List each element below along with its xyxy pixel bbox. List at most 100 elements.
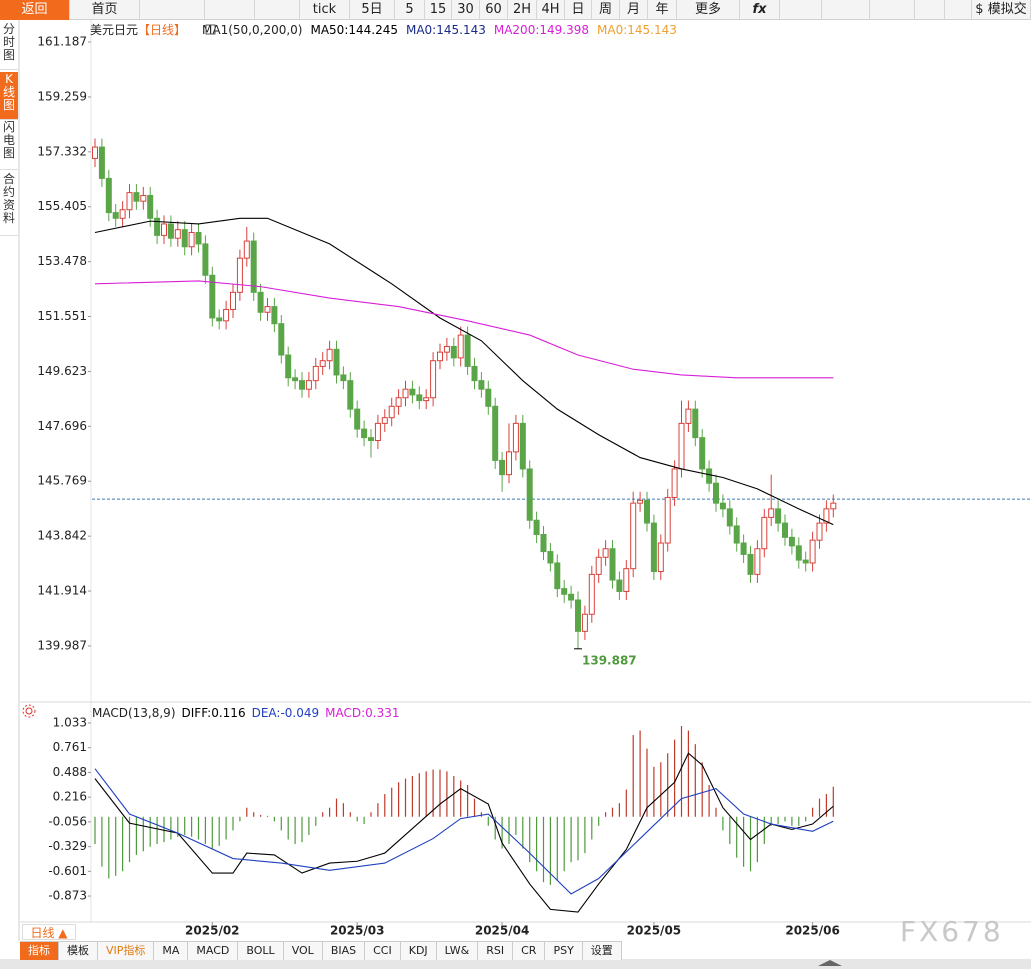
- toolbar-button[interactable]: 5: [395, 0, 425, 20]
- sidebar-tab[interactable]: 闪电图: [0, 120, 18, 170]
- candle-body: [92, 146, 98, 159]
- candle-body: [506, 451, 512, 476]
- indicator-tab[interactable]: CCI: [365, 942, 401, 960]
- candle-body: [264, 306, 271, 313]
- toolbar-button[interactable]: 15: [425, 0, 452, 20]
- toolbar-button[interactable]: $ 模拟交: [972, 0, 1031, 20]
- candle-body: [471, 365, 478, 382]
- toolbar-icon-button[interactable]: [205, 0, 255, 20]
- toolbar-icon-button[interactable]: [780, 0, 822, 20]
- y-tick-label: 0.216: [53, 790, 87, 804]
- toolbar-button[interactable]: 周: [592, 0, 620, 20]
- candle-body: [644, 499, 650, 524]
- candle-body: [747, 553, 754, 575]
- candle-body: [809, 539, 816, 564]
- legend: MACD(13,8,9) DIFF:0.116 DEA:-0.049 MACD:0.3…: [92, 706, 400, 720]
- candle-body: [630, 502, 637, 570]
- indicator-tab[interactable]: BIAS: [323, 942, 366, 960]
- toolbar-button[interactable]: tick: [300, 0, 350, 20]
- toolbar-button[interactable]: 5日: [350, 0, 395, 20]
- candle-body: [250, 240, 257, 293]
- candle-body: [554, 562, 561, 590]
- toolbar-icon-button[interactable]: [255, 0, 300, 20]
- toolbar-icon-button[interactable]: [870, 0, 915, 20]
- y-tick-label: 159.259: [37, 89, 87, 103]
- candle-body: [388, 405, 395, 419]
- legend-value: 145.143: [627, 23, 677, 37]
- period-selector[interactable]: 日线 ▲: [22, 924, 76, 940]
- indicator-tab[interactable]: LW&: [437, 942, 479, 960]
- candle-body: [285, 354, 292, 379]
- symbol: 美元日元: [90, 23, 138, 37]
- candle-body: [657, 542, 664, 573]
- indicator-tab[interactable]: VIP指标: [98, 942, 155, 960]
- candle-body: [209, 274, 216, 319]
- candle-body: [685, 408, 692, 424]
- indicator-tab[interactable]: RSI: [478, 942, 514, 960]
- candle-body: [140, 194, 147, 202]
- scroll-bar[interactable]: [0, 959, 1031, 969]
- toolbar-icon-button[interactable]: [140, 0, 205, 20]
- sidebar-tab[interactable]: 合约资料: [0, 172, 18, 236]
- candle-body: [402, 388, 409, 399]
- candle-body: [154, 217, 161, 236]
- candle-body: [271, 306, 278, 325]
- candle-body: [540, 533, 547, 553]
- indicator-tab[interactable]: PSY: [545, 942, 583, 960]
- indicator-tab[interactable]: VOL: [284, 942, 323, 960]
- legend-name: DIFF:: [182, 706, 212, 720]
- toolbar-button[interactable]: 首页: [70, 0, 140, 20]
- candle-body: [602, 548, 609, 558]
- toolbar-icon-button[interactable]: [945, 0, 972, 20]
- indicator-tab[interactable]: KDJ: [401, 942, 437, 960]
- toolbar-icon-button[interactable]: [822, 0, 870, 20]
- toolbar-button[interactable]: 月: [620, 0, 648, 20]
- indicator-tab[interactable]: MA: [154, 942, 189, 960]
- y-tick-label: 151.551: [37, 309, 87, 323]
- candle-body: [319, 360, 326, 367]
- ma-line: [94, 217, 834, 526]
- toolbar-button[interactable]: 4H: [537, 0, 565, 20]
- toolbar-button[interactable]: 60: [480, 0, 508, 20]
- candle-body: [733, 525, 740, 544]
- candle-body: [443, 345, 450, 353]
- toolbar-button[interactable]: 年: [648, 0, 677, 20]
- toolbar-button[interactable]: 更多: [677, 0, 740, 20]
- legend-name: MA200:: [494, 23, 540, 37]
- sidebar-tab[interactable]: K线图: [0, 72, 18, 120]
- indicator-tab[interactable]: 设置: [583, 942, 622, 960]
- candle-body: [726, 508, 733, 527]
- candle-body: [512, 422, 519, 453]
- candle-body: [740, 542, 747, 555]
- scroll-handle[interactable]: [818, 960, 842, 966]
- y-tick-label: 143.842: [37, 529, 87, 543]
- toolbar: [0, 0, 1031, 20]
- candle-body: [236, 257, 243, 293]
- indicator-gear[interactable]: [22, 704, 36, 718]
- candle-body: [381, 417, 388, 424]
- indicator-tab[interactable]: BOLL: [238, 942, 284, 960]
- candle-body: [105, 177, 112, 214]
- candle-body: [423, 397, 430, 402]
- sidebar-tab[interactable]: 分时图: [0, 22, 18, 70]
- toolbar-button[interactable]: 返回: [0, 0, 70, 20]
- y-tick-label: 0.761: [53, 740, 87, 754]
- y-tick-label: 141.914: [37, 584, 87, 598]
- toolbar-button[interactable]: 日: [565, 0, 592, 20]
- y-tick-label: 157.332: [37, 144, 87, 158]
- indicator-tab[interactable]: MACD: [188, 942, 239, 960]
- toolbar-button[interactable]: 30: [452, 0, 480, 20]
- period: 【日线】: [138, 23, 186, 37]
- indicator-tab[interactable]: CR: [513, 942, 546, 960]
- candle-body: [533, 519, 540, 535]
- candle-body: [754, 548, 761, 575]
- toolbar-button[interactable]: fx: [740, 0, 780, 20]
- candle-body: [299, 380, 305, 390]
- indicator-tab[interactable]: 模板: [59, 942, 98, 960]
- watermark: FX678: [900, 915, 1004, 948]
- toolbar-button[interactable]: 2H: [508, 0, 537, 20]
- x-tick-label: 2025/04: [475, 924, 529, 938]
- toolbar-icon-button[interactable]: [915, 0, 945, 20]
- candle-body: [830, 502, 837, 510]
- indicator-tab[interactable]: 指标: [20, 942, 59, 960]
